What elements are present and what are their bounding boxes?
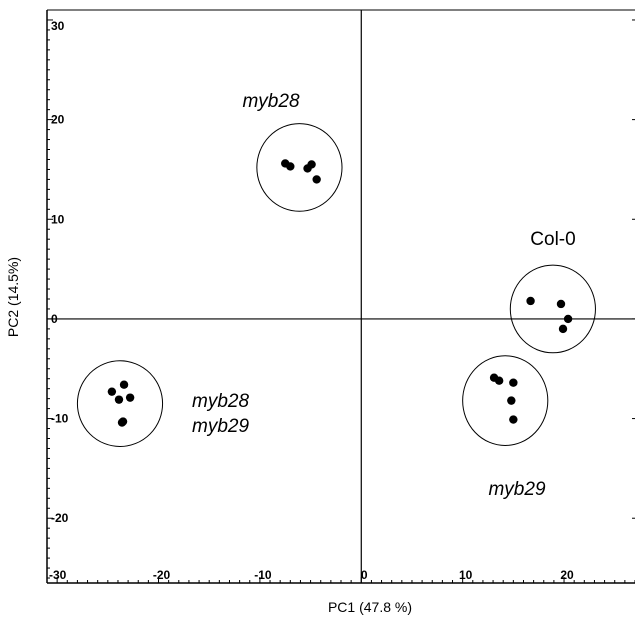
y-tick-label: -20 <box>51 511 69 525</box>
data-point <box>114 395 124 404</box>
x-axis-title: PC1 (47.8 %) <box>328 599 412 615</box>
data-point <box>125 393 135 402</box>
chart-layer: -30 -20 -10 0 10 20 30 20 10 0 -10 -20 myb28 myb28 myb… <box>46 9 635 583</box>
x-tick-label: -20 <box>153 568 171 582</box>
y-tick-label: 30 <box>51 19 65 33</box>
y-tick-label: 10 <box>51 212 65 226</box>
data-point <box>563 314 573 324</box>
data-point <box>312 175 321 184</box>
x-tick-label: -10 <box>254 568 272 582</box>
cluster-ellipse <box>256 123 343 212</box>
data-point <box>558 324 568 334</box>
data-point <box>118 417 128 426</box>
cluster-ellipse <box>76 360 164 447</box>
y-tick-label: -10 <box>51 412 69 426</box>
data-point <box>119 380 129 389</box>
data-point <box>507 396 516 405</box>
x-tick-label: 20 <box>560 568 574 582</box>
group-label: myb29 <box>192 416 249 437</box>
data-point <box>286 162 295 171</box>
cluster-ellipse <box>462 355 549 446</box>
data-point <box>509 415 518 424</box>
y-tick-label: 0 <box>51 312 58 326</box>
y-tick-label: 20 <box>51 113 65 127</box>
data-point <box>307 160 316 169</box>
data-point <box>509 378 518 387</box>
data-point <box>526 296 535 306</box>
x-tick-label: 0 <box>361 568 368 582</box>
group-label: myb28 <box>192 391 249 412</box>
data-point <box>556 299 566 309</box>
x-tick-label: -30 <box>49 568 67 582</box>
group-label: myb28 <box>242 91 299 112</box>
x-tick-label: 10 <box>459 568 473 582</box>
cluster-ellipse <box>509 264 596 354</box>
data-point <box>494 376 504 385</box>
group-label: myb29 <box>488 479 545 500</box>
y-axis-title: PC2 (14.5%) <box>5 257 21 337</box>
group-label: Col-0 <box>530 229 575 250</box>
data-point <box>107 387 117 396</box>
